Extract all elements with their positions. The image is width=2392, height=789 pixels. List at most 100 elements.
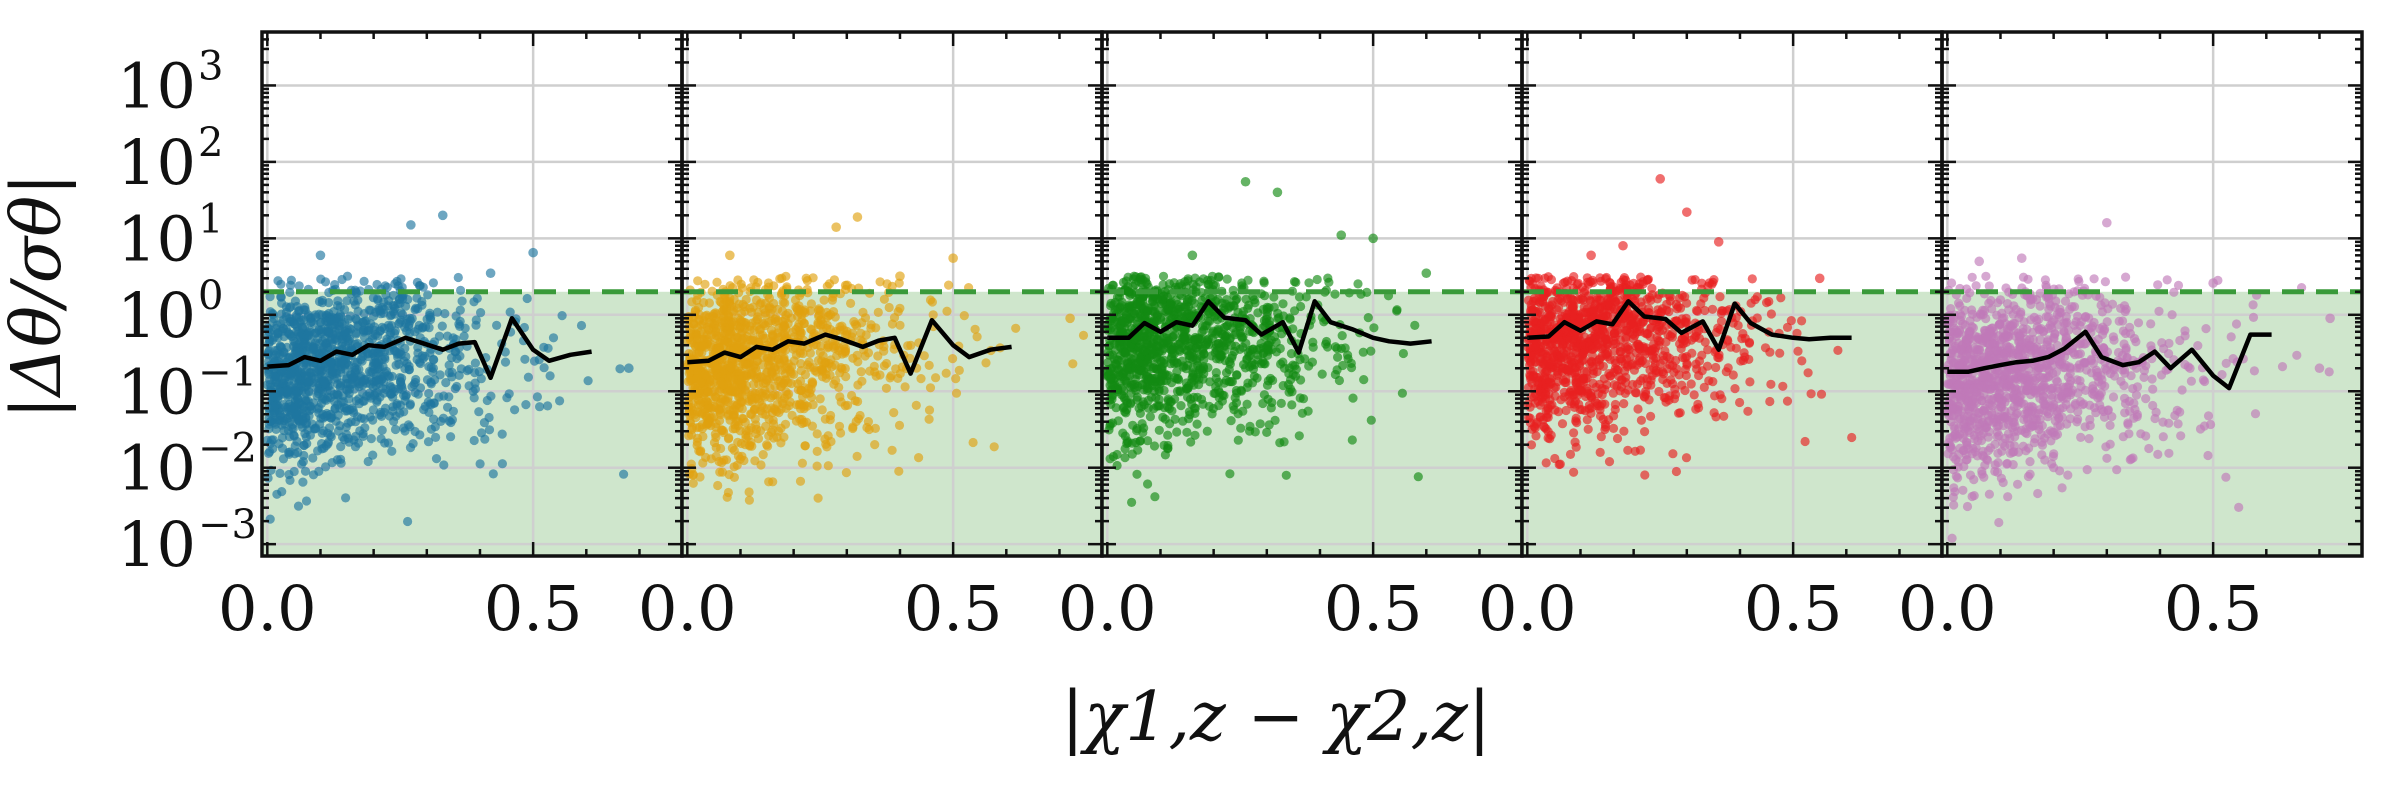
data-point bbox=[1287, 387, 1297, 397]
data-point bbox=[359, 332, 370, 342]
panel-3 bbox=[1100, 30, 1524, 558]
data-point bbox=[813, 355, 824, 366]
data-point bbox=[1238, 406, 1248, 416]
data-point bbox=[474, 407, 484, 417]
data-point bbox=[262, 380, 272, 390]
data-point bbox=[276, 279, 286, 289]
data-point bbox=[397, 373, 407, 383]
data-point bbox=[1121, 276, 1131, 286]
data-point bbox=[1530, 423, 1540, 433]
data-point bbox=[1686, 379, 1696, 389]
data-point bbox=[446, 417, 456, 428]
data-point bbox=[1648, 354, 1658, 364]
data-point bbox=[283, 385, 293, 395]
data-point bbox=[1283, 379, 1293, 390]
data-point bbox=[316, 274, 326, 284]
data-point bbox=[520, 354, 530, 364]
data-point bbox=[304, 386, 314, 396]
data-point bbox=[1154, 425, 1164, 435]
data-point bbox=[704, 298, 715, 308]
data-point bbox=[1199, 363, 1209, 374]
data-point bbox=[747, 370, 757, 380]
data-point bbox=[1572, 418, 1582, 428]
data-point bbox=[484, 425, 495, 435]
data-point bbox=[1135, 335, 1145, 345]
data-point bbox=[725, 329, 735, 339]
data-point bbox=[873, 307, 883, 317]
data-point bbox=[1636, 415, 1646, 425]
data-point bbox=[305, 401, 315, 411]
data-point bbox=[763, 278, 774, 288]
data-point bbox=[1143, 383, 1153, 393]
data-point bbox=[1353, 279, 1363, 289]
data-point bbox=[1583, 277, 1593, 287]
data-point bbox=[429, 398, 439, 408]
data-point bbox=[1332, 365, 1342, 375]
data-point bbox=[308, 453, 318, 463]
data-point bbox=[776, 382, 786, 392]
data-point bbox=[1142, 331, 1152, 341]
data-point bbox=[394, 348, 404, 359]
data-point bbox=[773, 391, 783, 401]
data-point bbox=[505, 307, 515, 317]
data-point bbox=[372, 279, 382, 290]
data-point bbox=[887, 319, 898, 329]
data-point bbox=[791, 350, 802, 360]
data-point bbox=[1776, 293, 1786, 303]
data-point bbox=[1691, 359, 1701, 369]
data-point bbox=[293, 501, 304, 511]
data-point bbox=[1266, 403, 1276, 413]
data-point bbox=[1287, 400, 1297, 410]
data-point bbox=[351, 288, 362, 298]
data-point bbox=[928, 310, 938, 320]
panel-plot-area bbox=[1522, 32, 1942, 556]
data-point bbox=[951, 374, 961, 384]
data-point bbox=[848, 422, 858, 432]
data-point bbox=[286, 302, 296, 312]
data-point bbox=[812, 429, 822, 439]
data-point bbox=[1569, 428, 1579, 438]
data-point bbox=[1358, 347, 1368, 357]
data-point bbox=[289, 431, 299, 441]
data-point bbox=[1120, 453, 1130, 463]
data-point bbox=[329, 374, 339, 384]
data-point bbox=[693, 276, 703, 286]
data-point bbox=[806, 392, 817, 402]
data-point bbox=[1153, 334, 1163, 345]
data-point bbox=[267, 308, 278, 318]
data-point bbox=[347, 374, 357, 384]
data-point bbox=[1333, 352, 1343, 362]
data-point bbox=[362, 391, 372, 401]
data-point bbox=[1604, 457, 1615, 467]
data-point bbox=[710, 429, 721, 439]
data-point bbox=[321, 441, 331, 451]
data-point bbox=[919, 351, 929, 361]
data-point bbox=[1760, 343, 1771, 353]
data-point bbox=[1180, 302, 1191, 312]
data-point bbox=[1138, 427, 1148, 438]
data-point bbox=[476, 428, 487, 438]
data-point bbox=[884, 302, 894, 313]
data-point bbox=[522, 293, 532, 304]
data-point bbox=[502, 393, 512, 403]
data-point bbox=[761, 310, 771, 320]
data-point bbox=[368, 405, 378, 415]
data-point bbox=[1146, 376, 1156, 386]
data-point bbox=[725, 383, 735, 393]
data-point bbox=[924, 360, 934, 370]
data-point bbox=[277, 487, 287, 497]
data-point bbox=[972, 332, 982, 342]
data-point bbox=[303, 330, 313, 340]
data-point bbox=[733, 437, 743, 447]
data-point bbox=[1221, 299, 1231, 309]
data-point bbox=[1128, 348, 1138, 358]
data-point bbox=[297, 322, 307, 332]
panel-plot-area bbox=[1102, 32, 1522, 556]
outlier-point bbox=[948, 253, 958, 263]
data-point bbox=[1122, 371, 1132, 381]
data-point bbox=[772, 399, 783, 409]
data-point bbox=[1225, 469, 1235, 479]
data-point bbox=[879, 294, 890, 304]
data-point bbox=[705, 413, 715, 423]
data-point bbox=[1674, 408, 1684, 418]
